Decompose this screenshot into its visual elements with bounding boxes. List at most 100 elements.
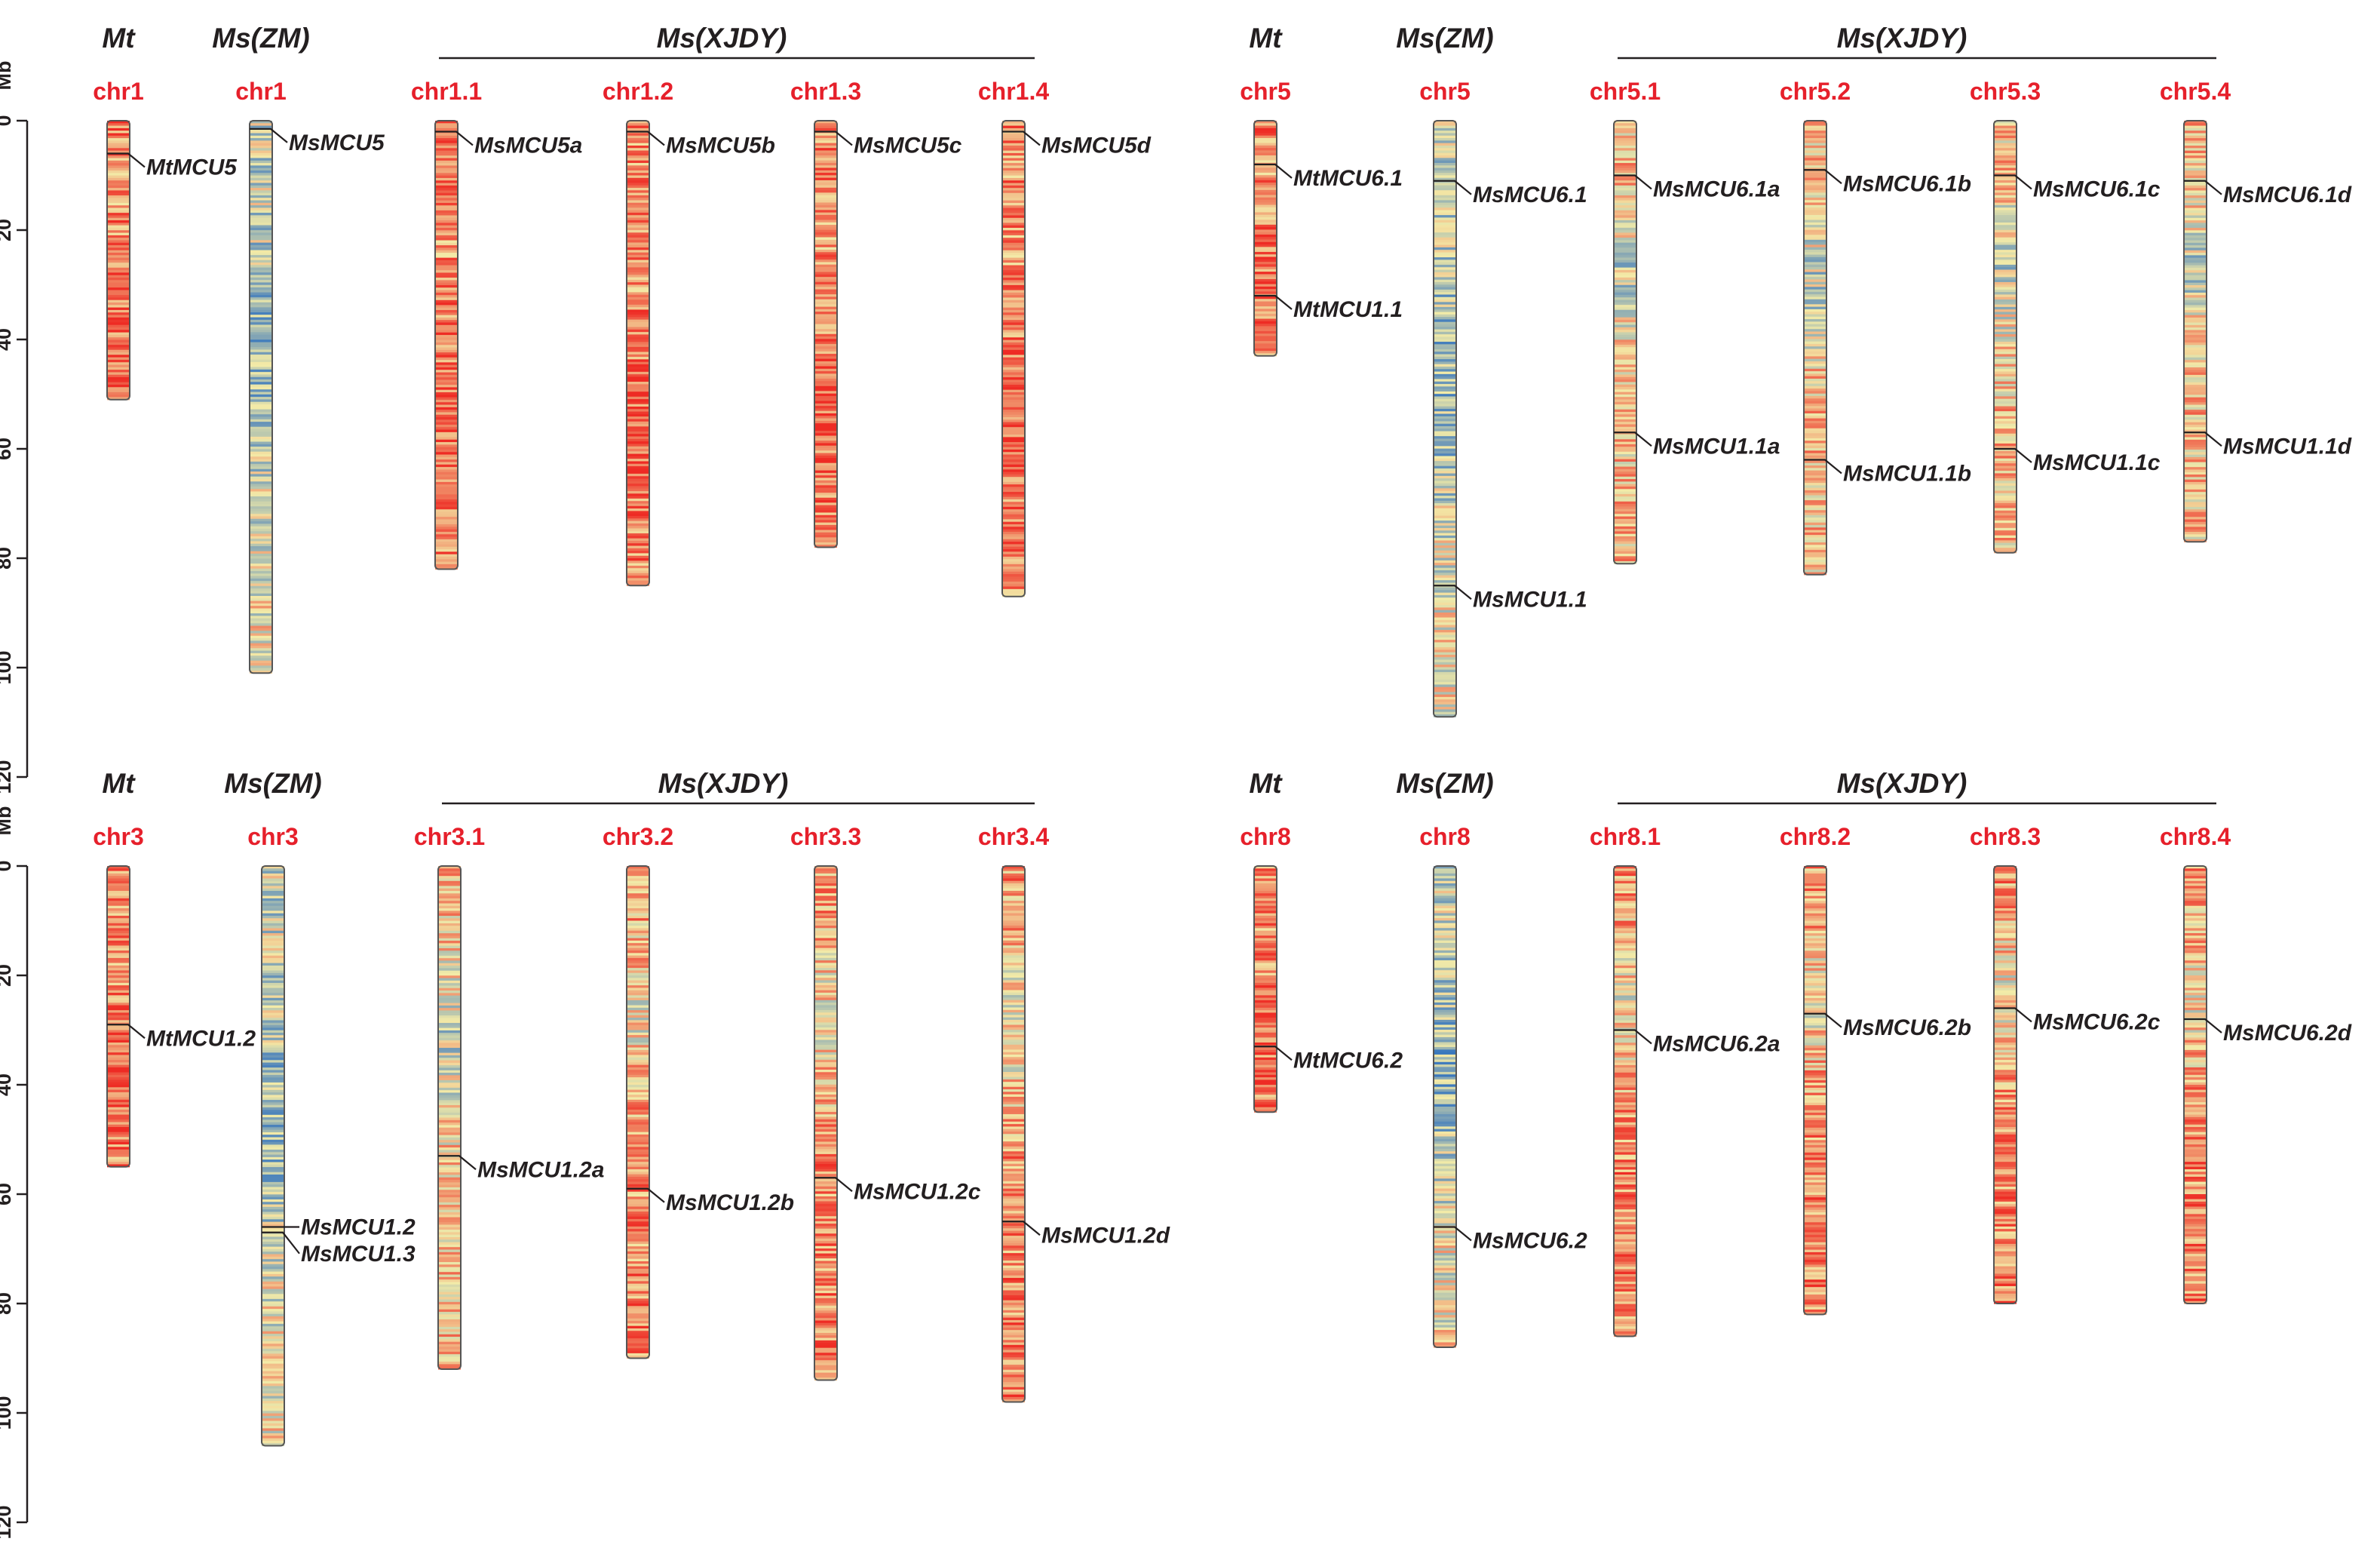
density-band xyxy=(1434,1310,1456,1313)
density-band xyxy=(814,932,837,936)
density-band xyxy=(262,1269,284,1273)
density-band xyxy=(262,886,284,889)
density-band xyxy=(1434,1017,1456,1021)
density-band xyxy=(2184,165,2207,169)
density-band xyxy=(438,1020,461,1024)
density-band xyxy=(1434,895,1456,899)
density-band xyxy=(1614,1177,1636,1181)
density-band xyxy=(1994,1201,2017,1205)
density-band xyxy=(1434,903,1456,907)
density-band xyxy=(1434,183,1456,186)
density-band xyxy=(2184,1012,2207,1016)
density-band xyxy=(1434,373,1456,377)
density-band xyxy=(107,225,130,229)
density-band xyxy=(1614,177,1636,181)
density-band xyxy=(814,425,837,429)
density-band xyxy=(250,628,272,631)
density-band xyxy=(1804,945,1826,949)
gene-marker-line xyxy=(1002,131,1041,146)
density-band xyxy=(250,444,272,447)
density-band xyxy=(627,526,649,530)
density-band xyxy=(1614,928,1636,932)
density-band xyxy=(814,143,837,146)
density-band xyxy=(262,1212,284,1215)
density-band xyxy=(627,434,649,438)
density-band xyxy=(814,242,837,245)
density-band xyxy=(1804,1299,1826,1303)
density-band xyxy=(262,1239,284,1242)
density-band xyxy=(2184,177,2207,181)
density-band xyxy=(435,521,458,525)
density-band xyxy=(814,1064,837,1068)
density-band xyxy=(1434,127,1456,131)
density-band xyxy=(1804,428,1826,431)
density-band xyxy=(1804,252,1826,256)
density-band xyxy=(250,610,272,614)
density-band xyxy=(1002,464,1025,468)
density-band xyxy=(435,447,458,450)
density-band xyxy=(1254,232,1277,235)
density-band xyxy=(814,204,837,208)
density-band xyxy=(435,536,458,540)
density-band xyxy=(627,265,649,269)
density-band xyxy=(262,1082,284,1086)
density-band xyxy=(1614,247,1636,251)
density-band xyxy=(627,284,649,288)
density-band xyxy=(250,663,272,666)
density-band xyxy=(250,315,272,318)
density-band xyxy=(250,436,272,440)
density-band xyxy=(262,878,284,882)
density-band xyxy=(627,294,649,298)
density-band xyxy=(814,1079,837,1083)
density-band xyxy=(2184,1226,2207,1230)
density-band xyxy=(107,1162,130,1165)
density-band xyxy=(627,123,649,127)
density-band xyxy=(627,1353,649,1356)
density-band xyxy=(1614,260,1636,263)
density-band xyxy=(1804,517,1826,521)
density-band xyxy=(1434,918,1456,921)
density-band xyxy=(438,895,461,899)
density-band xyxy=(262,1085,284,1089)
density-band xyxy=(1002,1367,1025,1371)
density-band xyxy=(627,1018,649,1021)
density-band xyxy=(1434,331,1456,335)
density-band xyxy=(1434,907,1456,911)
density-band xyxy=(1254,1007,1277,1011)
density-band xyxy=(107,957,130,961)
density-band xyxy=(250,309,272,313)
density-band xyxy=(1614,546,1636,550)
density-band xyxy=(627,868,649,872)
density-band xyxy=(1434,1138,1456,1142)
density-band xyxy=(2184,195,2207,199)
density-band xyxy=(107,295,130,298)
chromosome-outline xyxy=(626,120,650,587)
density-band xyxy=(1804,1207,1826,1211)
density-band xyxy=(1614,1206,1636,1210)
density-band xyxy=(814,158,837,161)
density-band xyxy=(627,468,649,472)
density-band xyxy=(1434,545,1456,548)
density-band xyxy=(1804,1215,1826,1218)
density-band xyxy=(627,553,649,557)
density-band xyxy=(814,341,837,345)
density-band xyxy=(1434,950,1456,954)
density-band xyxy=(1994,336,2017,340)
density-band xyxy=(107,950,130,954)
density-band xyxy=(107,202,130,206)
density-band xyxy=(814,249,837,253)
density-band xyxy=(814,901,837,904)
density-band xyxy=(1804,277,1826,281)
density-band xyxy=(1002,435,1025,438)
density-band xyxy=(1614,499,1636,502)
density-band xyxy=(1002,1119,1025,1122)
density-band xyxy=(2184,417,2207,420)
gene-marker-line xyxy=(1804,1012,1842,1028)
density-band xyxy=(1254,1074,1277,1078)
density-band xyxy=(250,503,272,507)
density-band xyxy=(435,561,458,565)
density-band xyxy=(435,412,458,416)
density-band xyxy=(1804,1255,1826,1258)
density-band xyxy=(814,1372,837,1376)
density-band xyxy=(2184,893,2207,897)
